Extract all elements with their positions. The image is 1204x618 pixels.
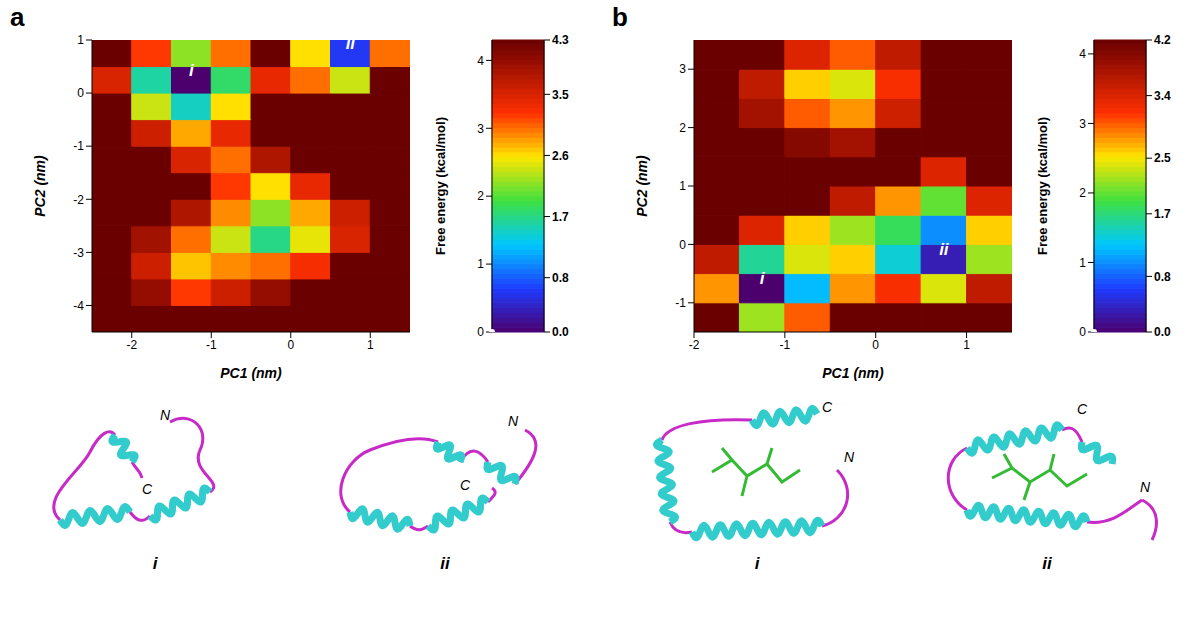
svg-text:0: 0	[872, 338, 879, 352]
svg-text:3: 3	[679, 62, 686, 76]
svg-text:Free energy (kcal/mol): Free energy (kcal/mol)	[433, 117, 448, 255]
svg-text:C: C	[822, 400, 833, 415]
html-text:i: i	[152, 554, 158, 573]
svg-text:3: 3	[1079, 117, 1086, 131]
svg-text:1: 1	[77, 33, 84, 47]
svg-text:2: 2	[477, 189, 484, 203]
svg-text:2: 2	[1079, 186, 1086, 200]
svg-text:0: 0	[477, 325, 484, 339]
svg-text:C: C	[460, 477, 471, 493]
svg-text:0: 0	[77, 86, 84, 100]
svg-text:3.5: 3.5	[552, 88, 569, 102]
svg-text:PC1 (nm): PC1 (nm)	[822, 365, 884, 381]
svg-text:N: N	[508, 413, 519, 429]
svg-text:1: 1	[477, 257, 484, 271]
svg-text:2.5: 2.5	[1154, 151, 1171, 165]
svg-text:Free energy (kcal/mol): Free energy (kcal/mol)	[1035, 117, 1050, 255]
svg-text:N: N	[844, 449, 855, 465]
svg-text:2: 2	[679, 121, 686, 135]
html-text:i: i	[754, 554, 760, 573]
svg-text:0.0: 0.0	[1154, 325, 1171, 339]
svg-text:1: 1	[367, 338, 374, 352]
html-text:a: a	[10, 2, 25, 32]
svg-text:1: 1	[963, 338, 970, 352]
svg-text:4.3: 4.3	[552, 33, 569, 47]
svg-text:0: 0	[679, 238, 686, 252]
svg-text:-1: -1	[206, 338, 217, 352]
svg-text:N: N	[1140, 479, 1151, 495]
svg-text:C: C	[1077, 401, 1088, 417]
svg-text:ii: ii	[346, 34, 357, 53]
svg-text:3: 3	[477, 122, 484, 136]
svg-text:i: i	[189, 61, 195, 80]
html-text:b: b	[612, 2, 628, 32]
svg-text:i: i	[760, 269, 766, 288]
svg-text:1: 1	[1079, 256, 1086, 270]
svg-text:ii: ii	[939, 240, 950, 259]
svg-text:1.7: 1.7	[552, 210, 569, 224]
svg-text:PC2 (nm): PC2 (nm)	[634, 155, 650, 217]
html-text:ii: ii	[440, 554, 450, 573]
svg-text:0: 0	[1079, 325, 1086, 339]
svg-text:-4: -4	[73, 299, 84, 313]
svg-text:PC2 (nm): PC2 (nm)	[32, 155, 48, 217]
svg-text:3.4: 3.4	[1154, 89, 1171, 103]
svg-text:-1: -1	[73, 139, 84, 153]
svg-text:1.7: 1.7	[1154, 207, 1171, 221]
svg-text:0.0: 0.0	[552, 325, 569, 339]
svg-text:-3: -3	[73, 246, 84, 260]
svg-text:-2: -2	[689, 338, 700, 352]
svg-text:-1: -1	[780, 338, 791, 352]
svg-text:-1: -1	[675, 296, 686, 310]
svg-text:PC1 (nm): PC1 (nm)	[220, 365, 282, 381]
svg-text:C: C	[142, 481, 153, 497]
svg-text:0: 0	[287, 338, 294, 352]
svg-text:4.2: 4.2	[1154, 33, 1171, 47]
svg-text:-2: -2	[126, 338, 137, 352]
svg-text:1: 1	[679, 179, 686, 193]
svg-text:4: 4	[1079, 47, 1086, 61]
svg-text:0.8: 0.8	[1154, 270, 1171, 284]
svg-text:-2: -2	[73, 193, 84, 207]
svg-text:2.6: 2.6	[552, 149, 569, 163]
svg-text:4: 4	[477, 54, 484, 68]
svg-text:0.8: 0.8	[552, 271, 569, 285]
html-text:ii: ii	[1042, 554, 1052, 573]
svg-text:N: N	[160, 407, 171, 423]
